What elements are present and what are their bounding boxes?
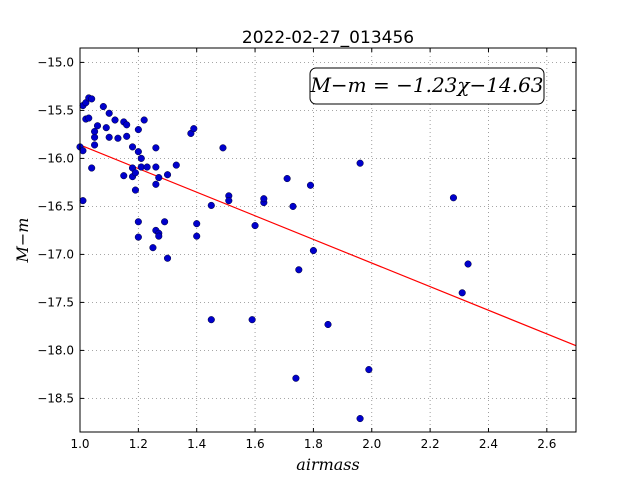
- data-point: [219, 144, 227, 152]
- data-point: [324, 320, 332, 329]
- data-point: [289, 202, 297, 210]
- x-tick-label: 1.6: [246, 437, 265, 451]
- y-tick-label: −18.0: [37, 343, 74, 357]
- y-tick-label: −18.5: [37, 391, 74, 405]
- data-point: [149, 244, 157, 252]
- data-point: [85, 114, 93, 122]
- data-point: [356, 415, 364, 423]
- data-point: [131, 186, 139, 194]
- data-point: [458, 289, 466, 297]
- data-point: [152, 180, 160, 188]
- data-point: [283, 175, 291, 183]
- data-point: [152, 163, 160, 171]
- annotation-box: [309, 67, 545, 105]
- x-tick-label: 1.4: [187, 437, 206, 451]
- data-point: [306, 181, 315, 189]
- data-point: [163, 171, 172, 179]
- data-point: [464, 260, 472, 268]
- data-point: [449, 194, 458, 202]
- data-point: [134, 148, 142, 156]
- y-tick-label: −17.5: [37, 295, 74, 309]
- annotation-text: M−m = −1.23χ−14.63: [309, 73, 543, 97]
- y-tick-label: −17.0: [37, 247, 74, 261]
- data-point: [295, 266, 303, 274]
- x-tick-label: 2.0: [362, 437, 381, 451]
- data-point: [225, 197, 233, 205]
- data-point: [114, 134, 122, 142]
- data-point: [140, 116, 148, 124]
- data-point: [88, 95, 96, 103]
- fit-line-layer: [79, 144, 577, 347]
- data-point: [143, 163, 151, 171]
- data-point: [123, 132, 131, 140]
- y-tick-label: −16.5: [37, 199, 74, 213]
- data-point: [207, 201, 215, 209]
- y-tick-label: −15.5: [37, 103, 74, 117]
- data-point: [79, 197, 87, 205]
- data-point: [91, 127, 99, 136]
- y-tick-label: −16.0: [37, 151, 74, 165]
- data-point: [251, 222, 259, 230]
- data-point: [248, 316, 256, 324]
- data-point: [190, 125, 198, 133]
- data-point: [134, 233, 142, 241]
- data-point: [172, 161, 180, 169]
- x-tick-label: 1.8: [304, 437, 323, 451]
- data-point: [155, 232, 163, 240]
- data-point: [356, 159, 364, 167]
- data-point: [102, 124, 110, 132]
- data-point: [207, 316, 215, 324]
- data-point: [105, 109, 113, 117]
- data-point: [134, 218, 142, 226]
- data-point: [163, 254, 172, 262]
- data-point: [161, 218, 169, 226]
- y-tick-label: −15.0: [37, 55, 74, 69]
- data-point: [105, 133, 113, 141]
- data-points: [76, 94, 472, 423]
- x-tick-label: 2.2: [421, 437, 440, 451]
- x-tick-label: 1.0: [70, 437, 89, 451]
- x-tick-label: 2.4: [479, 437, 498, 451]
- data-point: [131, 169, 139, 177]
- x-axis-label: airmass: [296, 455, 359, 474]
- axis-ticks: 1.0 1.2 1.4 1.6 1.8 2.0 2.2 2.4 2.6 −15.0 −15.5 −16…: [37, 48, 576, 451]
- grid: [79, 48, 576, 432]
- y-axis-label: M−m: [13, 218, 32, 264]
- chart-title: 2022-02-27_013456: [242, 28, 414, 48]
- data-point: [123, 121, 131, 129]
- data-point: [152, 144, 160, 152]
- x-tick-label: 2.6: [537, 437, 556, 451]
- data-point: [292, 374, 300, 382]
- data-point: [155, 174, 163, 182]
- data-point: [134, 126, 142, 134]
- data-point: [79, 147, 87, 155]
- data-point: [111, 116, 119, 124]
- data-point: [120, 172, 128, 180]
- data-point: [93, 122, 102, 130]
- data-point: [128, 143, 137, 151]
- fit-annotation: M−m = −1.23χ−14.63: [309, 67, 545, 105]
- data-point: [137, 154, 145, 162]
- data-point: [99, 103, 107, 111]
- data-point: [88, 164, 96, 172]
- data-point: [365, 366, 373, 374]
- data-point: [260, 195, 268, 203]
- data-point: [309, 247, 317, 255]
- data-point: [91, 141, 99, 149]
- x-tick-label: 1.2: [129, 437, 148, 451]
- plot-frame: [79, 47, 577, 433]
- fit-line: [79, 144, 577, 347]
- data-point: [193, 232, 201, 240]
- data-point: [193, 220, 201, 228]
